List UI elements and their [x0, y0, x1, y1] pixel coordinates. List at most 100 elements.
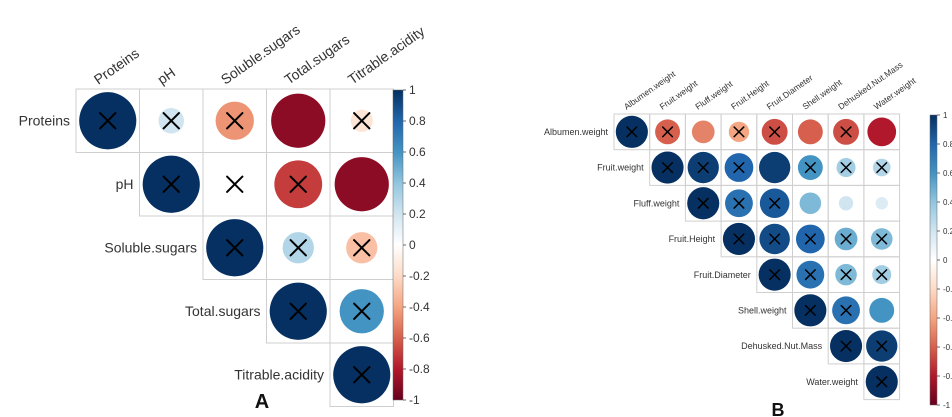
insignificant-mark: [804, 162, 816, 174]
colorbar-tick-label: 0.4: [409, 176, 426, 190]
colorbar-tick-label: 0: [943, 256, 948, 265]
insignificant-mark: [804, 269, 816, 281]
insignificant-mark: [162, 112, 180, 130]
row-label: Total.sugars: [185, 303, 260, 319]
row-label: Soluble.sugars: [104, 240, 197, 256]
colorbar-tick-label: -1: [943, 401, 951, 410]
colorbar-tick-label: 1: [943, 111, 948, 120]
insignificant-mark: [804, 233, 816, 245]
correlation-circle: [758, 151, 791, 184]
correlation-circle: [838, 196, 854, 211]
insignificant-mark: [840, 126, 852, 138]
insignificant-mark: [99, 112, 117, 130]
panel-letter: A: [255, 391, 269, 413]
colorbar-tick-label: -1: [409, 393, 420, 407]
row-label: Shell.weight: [738, 306, 787, 316]
colorbar-tick-label: -0.6: [943, 343, 952, 352]
row-label: Proteins: [19, 113, 70, 129]
colorbar: [392, 89, 404, 401]
insignificant-mark: [289, 175, 307, 193]
correlation-circle: [797, 119, 823, 145]
insignificant-mark: [733, 197, 745, 209]
row-label: Fruit.Height: [669, 234, 716, 244]
insignificant-mark: [226, 239, 244, 257]
column-label: Fluff.weight: [693, 78, 735, 111]
insignificant-mark: [353, 302, 371, 320]
colorbar-tick-label: 0.2: [409, 207, 426, 221]
colorbar-tick-label: 0.8: [409, 114, 426, 128]
insignificant-mark: [733, 233, 745, 245]
colorbar-tick-label: -0.6: [409, 331, 430, 345]
colorbar-tick-label: -0.2: [409, 269, 430, 283]
row-label: pH: [116, 176, 134, 192]
insignificant-mark: [697, 162, 709, 174]
correlation-circle: [875, 197, 888, 210]
column-label: Fruit.Height: [729, 78, 771, 112]
insignificant-mark: [840, 269, 852, 281]
colorbar-tick-label: 0.6: [943, 169, 952, 178]
insignificant-mark: [876, 162, 888, 174]
panel-letter: B: [772, 400, 785, 417]
insignificant-mark: [840, 340, 852, 352]
colorbar-tick-label: 0.6: [409, 145, 426, 159]
correlation-circle: [271, 93, 326, 148]
row-label: Fruit.weight: [597, 163, 644, 173]
colorbar-tick-label: 0.4: [943, 198, 952, 207]
correlation-circle: [799, 192, 822, 215]
correlation-circle: [334, 157, 389, 212]
colorbar-tick-label: -0.8: [943, 372, 952, 381]
insignificant-mark: [876, 376, 888, 388]
insignificant-mark: [876, 233, 888, 245]
insignificant-mark: [769, 269, 781, 281]
colorbar-tick-label: -0.8: [409, 362, 430, 376]
row-label: Fruit.Diameter: [694, 270, 751, 280]
colorbar-tick-label: 0.2: [943, 227, 952, 236]
column-label: Proteins: [91, 45, 142, 88]
correlation-circle: [869, 297, 895, 323]
row-label: Dehusked.Nut.Mass: [741, 341, 823, 351]
insignificant-mark: [876, 340, 888, 352]
column-label: pH: [154, 64, 178, 87]
insignificant-mark: [876, 269, 888, 281]
insignificant-mark: [353, 366, 371, 384]
correlation-circle: [691, 120, 715, 144]
insignificant-mark: [733, 162, 745, 174]
colorbar-tick-label: -0.4: [943, 314, 952, 323]
insignificant-mark: [353, 112, 371, 130]
insignificant-mark: [626, 126, 638, 138]
insignificant-mark: [289, 239, 307, 257]
insignificant-mark: [769, 233, 781, 245]
correlation-panel-a: Proteins pH Soluble.sugars Total.sugars Titr…: [19, 21, 430, 413]
colorbar-tick-label: 1: [409, 83, 416, 97]
row-label: Titrable.acidity: [234, 367, 324, 383]
colorbar-tick-label: 0: [409, 238, 416, 252]
insignificant-mark: [804, 304, 816, 316]
colorbar-tick-label: -0.2: [943, 285, 952, 294]
colorbar: [929, 114, 938, 406]
row-label: Fluff.weight: [634, 198, 680, 208]
row-label: Albumen.weight: [544, 127, 609, 137]
insignificant-mark: [226, 112, 244, 130]
insignificant-mark: [840, 162, 852, 174]
colorbar-tick-label: -0.4: [409, 300, 430, 314]
row-label: Water.weight: [806, 377, 858, 387]
insignificant-mark: [662, 162, 674, 174]
insignificant-mark: [353, 239, 371, 257]
insignificant-mark: [769, 197, 781, 209]
correlation-panel-b: Albumen.weightFruit.weightFluff.weightFr…: [544, 60, 952, 417]
insignificant-mark: [769, 126, 781, 138]
insignificant-mark: [697, 197, 709, 209]
insignificant-mark: [733, 126, 745, 138]
insignificant-mark: [162, 175, 180, 193]
correlation-circle: [867, 117, 897, 147]
colorbar-tick-label: 0.8: [943, 140, 952, 149]
insignificant-mark: [289, 302, 307, 320]
column-label: Titrable.acidity: [345, 23, 428, 88]
grid-cell: [863, 363, 901, 401]
column-label: Dehusked.Nut.Mass: [836, 60, 904, 112]
insignificant-mark: [840, 304, 852, 316]
insignificant-mark: [662, 126, 674, 138]
insignificant-mark: [226, 175, 244, 193]
insignificant-mark: [840, 233, 852, 245]
